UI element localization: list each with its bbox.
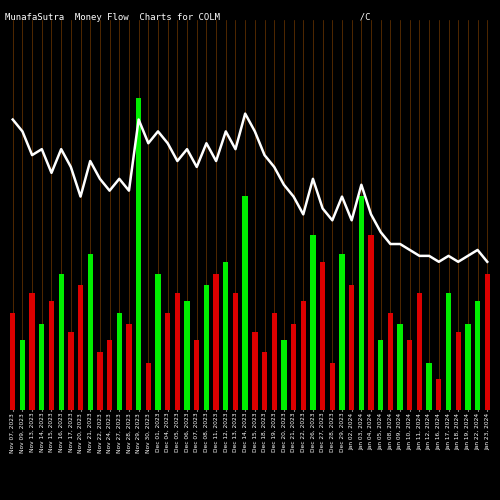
Bar: [146, 363, 151, 410]
Bar: [204, 285, 209, 410]
Bar: [456, 332, 461, 410]
Bar: [426, 363, 432, 410]
Bar: [223, 262, 228, 410]
Bar: [233, 293, 238, 410]
Bar: [88, 254, 93, 410]
Bar: [20, 340, 25, 410]
Bar: [156, 274, 160, 410]
Bar: [68, 332, 73, 410]
Bar: [107, 340, 112, 410]
Bar: [446, 293, 451, 410]
Bar: [136, 98, 141, 410]
Bar: [484, 274, 490, 410]
Bar: [300, 301, 306, 410]
Bar: [39, 324, 44, 410]
Bar: [310, 234, 316, 410]
Bar: [262, 352, 267, 410]
Bar: [340, 254, 344, 410]
Bar: [78, 285, 83, 410]
Text: MunafaSutra  Money Flow  Charts for COLM                          /C            : MunafaSutra Money Flow Charts for COLM /…: [5, 12, 500, 22]
Bar: [368, 234, 374, 410]
Bar: [49, 301, 54, 410]
Bar: [97, 352, 102, 410]
Bar: [358, 196, 364, 410]
Bar: [30, 293, 35, 410]
Bar: [436, 379, 442, 410]
Bar: [184, 301, 190, 410]
Bar: [378, 340, 384, 410]
Bar: [272, 312, 277, 410]
Bar: [10, 312, 16, 410]
Bar: [58, 274, 64, 410]
Bar: [417, 293, 422, 410]
Bar: [465, 324, 470, 410]
Bar: [174, 293, 180, 410]
Bar: [242, 196, 248, 410]
Bar: [291, 324, 296, 410]
Bar: [165, 312, 170, 410]
Bar: [214, 274, 219, 410]
Bar: [281, 340, 286, 410]
Bar: [252, 332, 258, 410]
Bar: [126, 324, 132, 410]
Bar: [398, 324, 403, 410]
Bar: [349, 285, 354, 410]
Bar: [407, 340, 412, 410]
Bar: [388, 312, 393, 410]
Bar: [475, 301, 480, 410]
Bar: [330, 363, 335, 410]
Bar: [194, 340, 200, 410]
Bar: [320, 262, 326, 410]
Bar: [116, 312, 122, 410]
